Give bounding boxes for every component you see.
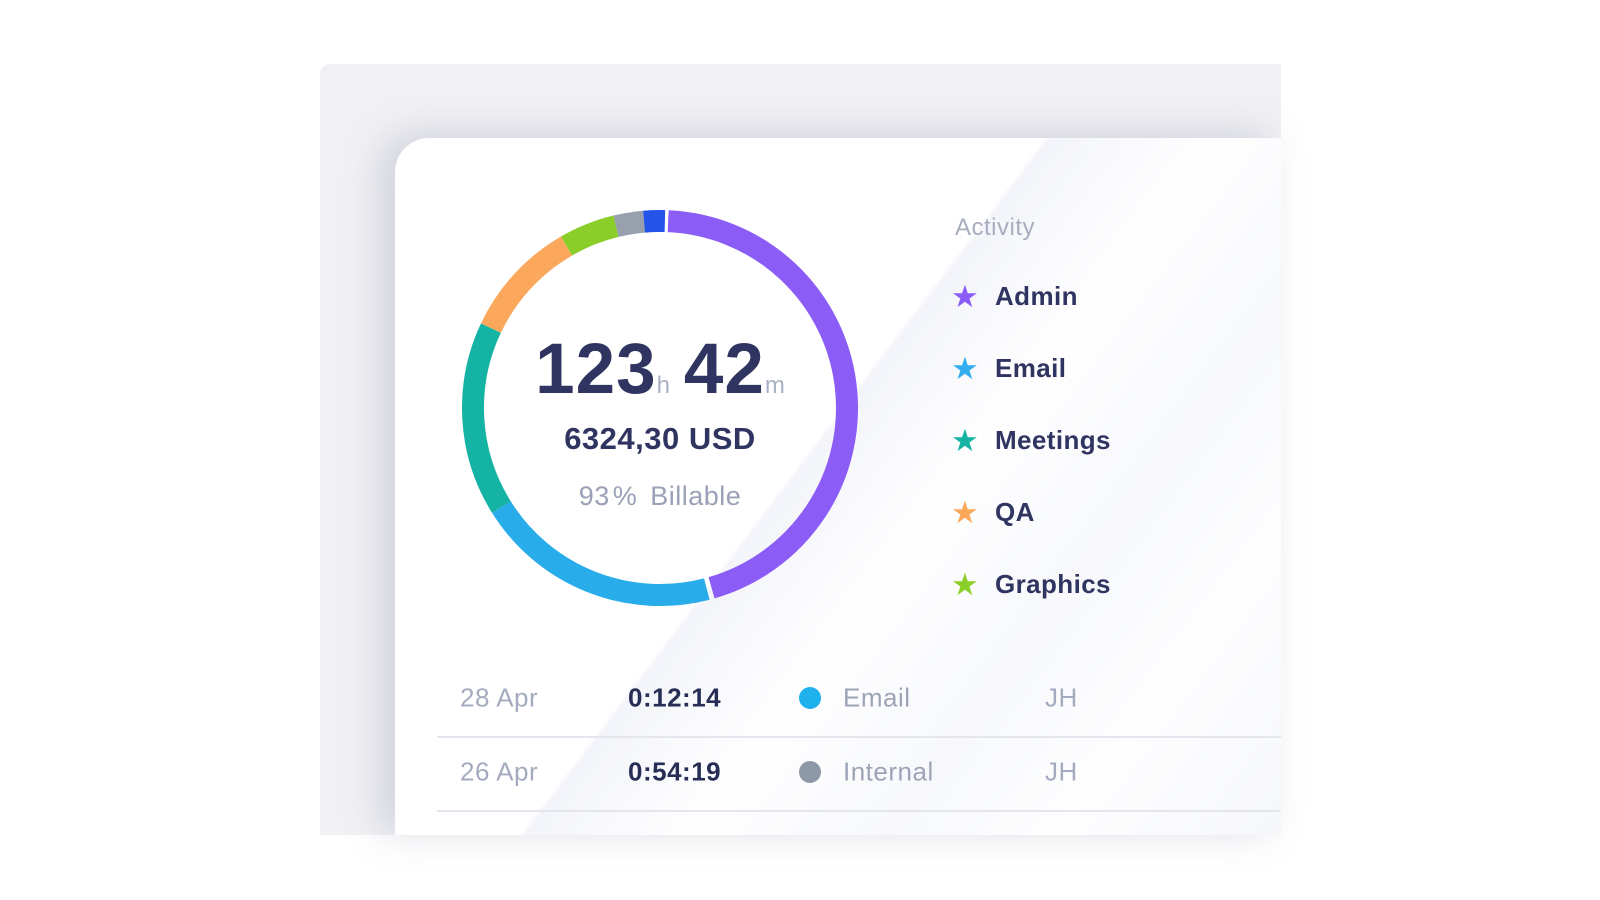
donut-segment-admin[interactable] bbox=[667, 210, 858, 599]
table-row[interactable]: 26 Apr 0:54:19 Internal JH bbox=[395, 735, 1281, 809]
legend-item-label: QA bbox=[995, 496, 1035, 527]
legend-item-meetings[interactable]: ★ Meetings bbox=[951, 422, 1111, 458]
donut-segment-email[interactable] bbox=[492, 501, 710, 606]
entry-user-initials: JH bbox=[1045, 756, 1078, 787]
donut-segment-gray-segment[interactable] bbox=[613, 210, 646, 237]
donut-segment-graphics[interactable] bbox=[561, 215, 619, 256]
donut-segment-qa[interactable] bbox=[480, 236, 573, 333]
legend-item-qa[interactable]: ★ QA bbox=[951, 494, 1111, 530]
legend-item-admin[interactable]: ★ Admin bbox=[951, 278, 1111, 314]
row-divider bbox=[437, 736, 1281, 738]
entry-activity: Email bbox=[843, 682, 911, 713]
total-time: 123h 42m bbox=[462, 334, 858, 405]
time-entries-table: 28 Apr 0:12:14 Email JH 26 Apr 0:54:19 I… bbox=[395, 138, 1281, 835]
entry-date: 26 Apr bbox=[460, 756, 539, 787]
row-divider bbox=[437, 810, 1281, 812]
billable-summary: 93 % Billable bbox=[462, 481, 858, 512]
star-icon: ★ bbox=[951, 278, 979, 314]
legend-item-label: Admin bbox=[995, 280, 1078, 311]
legend-item-email[interactable]: ★ Email bbox=[951, 350, 1111, 386]
donut-segment-meetings[interactable] bbox=[462, 323, 511, 513]
dashboard-card: 123h 42m 6324,30 USD 93 % Billable Activit… bbox=[395, 138, 1281, 835]
star-icon: ★ bbox=[951, 422, 979, 458]
billable-percent: 93 % bbox=[578, 481, 638, 511]
table-row[interactable]: 28 Apr 0:12:14 Email JH bbox=[395, 661, 1281, 735]
legend-item-label: Graphics bbox=[995, 568, 1111, 599]
legend-item-graphics[interactable]: ★ Graphics bbox=[951, 566, 1111, 602]
activity-dot-icon bbox=[799, 761, 821, 783]
entry-duration: 0:54:19 bbox=[628, 756, 722, 787]
legend-title: Activity bbox=[955, 214, 1036, 241]
entry-date: 28 Apr bbox=[460, 682, 539, 713]
entry-duration: 0:12:14 bbox=[628, 682, 722, 713]
minutes-unit: m bbox=[764, 372, 785, 399]
activity-dot-icon bbox=[799, 687, 821, 709]
legend-item-label: Email bbox=[995, 352, 1067, 383]
activity-legend: Activity ★ Admin ★ Email ★ Meetings ★ QA bbox=[951, 214, 1111, 602]
total-minutes: 42 bbox=[683, 330, 765, 409]
entry-user-initials: JH bbox=[1045, 682, 1078, 713]
star-icon: ★ bbox=[951, 350, 979, 386]
activity-donut-chart[interactable] bbox=[462, 210, 858, 606]
donut-segment-blue-segment[interactable] bbox=[643, 210, 666, 233]
star-icon: ★ bbox=[951, 494, 979, 530]
star-icon: ★ bbox=[951, 566, 979, 602]
total-hours: 123 bbox=[535, 330, 657, 409]
billable-label: Billable bbox=[650, 481, 742, 511]
donut-center-summary: 123h 42m 6324,30 USD 93 % Billable bbox=[462, 334, 858, 512]
app-panel: 123h 42m 6324,30 USD 93 % Billable Activit… bbox=[320, 64, 1281, 835]
hours-unit: h bbox=[656, 372, 670, 399]
billed-amount: 6324,30 USD bbox=[564, 421, 756, 456]
legend-item-label: Meetings bbox=[995, 424, 1111, 455]
entry-activity: Internal bbox=[843, 756, 934, 787]
